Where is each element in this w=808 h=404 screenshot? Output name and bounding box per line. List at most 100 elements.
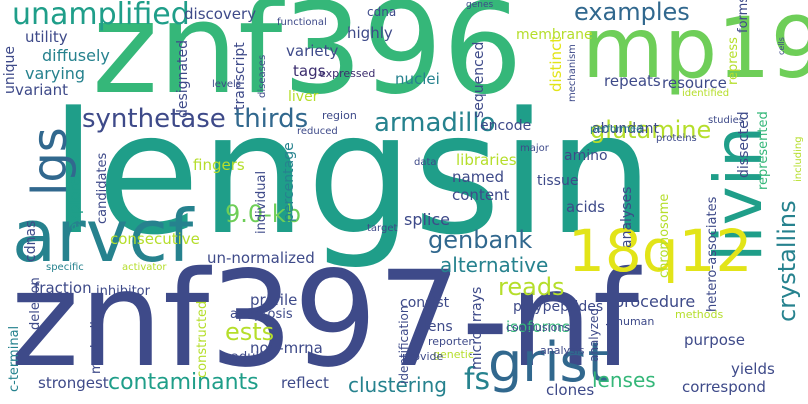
word-major: major: [520, 143, 549, 154]
word-ests: ests: [225, 318, 275, 346]
word-analyzed: analyzed: [587, 307, 601, 362]
word-individual: individual: [254, 170, 269, 234]
word-percentage: percentage: [281, 142, 297, 222]
word-correspond: correspond: [682, 378, 766, 396]
word-synthetase: synthetase: [82, 104, 226, 134]
word-18q12: 18q12: [568, 217, 753, 285]
word-grist: grist: [488, 331, 609, 394]
word-fraction: fraction: [34, 279, 92, 297]
word-contaminants: contaminants: [108, 370, 259, 395]
word-named: named: [452, 168, 505, 186]
word-identified: identified: [682, 88, 730, 99]
word-clustering: clustering: [348, 373, 447, 397]
word-sequenced: sequenced: [471, 41, 487, 118]
word-explore: explore: [66, 176, 84, 232]
word-znf396: znf396: [92, 0, 523, 122]
word-distinct: distinct: [547, 36, 565, 92]
word-region: region: [322, 109, 357, 122]
word-candidates: candidates: [95, 152, 110, 224]
word-repress: repress: [726, 37, 741, 85]
word-fs: fs: [464, 362, 491, 397]
word-reduced: reduced: [297, 126, 338, 137]
word-deletion: deletion: [28, 277, 43, 330]
word-performed: performed: [590, 124, 643, 135]
word-nuclei: nuclei: [395, 70, 440, 88]
word-specific: specific: [46, 262, 84, 273]
word-encode: encode: [480, 118, 532, 134]
word-diffusely: diffusely: [42, 46, 110, 65]
word-resource: resource: [662, 74, 727, 92]
word-proteins: proteins: [656, 133, 697, 144]
word-analyses: analyses: [619, 186, 635, 248]
word-methods: methods: [675, 308, 724, 321]
word-lengsin: lengsin: [50, 76, 654, 272]
word-content: content: [452, 186, 510, 204]
word-znf397-nf: znf397-nf: [10, 243, 640, 397]
word-splice: splice: [404, 210, 451, 229]
word-reveal: reveal: [605, 322, 621, 366]
word-reads: reads: [498, 273, 565, 301]
word-un-normalized: un-normalized: [207, 249, 315, 267]
word-strongest: strongest: [38, 374, 109, 392]
word-variant: variant: [15, 81, 68, 99]
word-crystallins: crystallins: [773, 200, 801, 322]
word-repeats: repeats: [604, 72, 661, 90]
word-armadillo: armadillo: [374, 108, 496, 138]
word-tags: tags: [293, 62, 326, 80]
word-reporter: reporter: [428, 335, 473, 348]
word-isoforms: isoforms: [506, 318, 570, 336]
word-functional: functional: [277, 17, 327, 28]
word-genetic: genetic: [433, 348, 474, 361]
word-forms: forms: [736, 0, 751, 33]
word-analysis: analysis: [540, 344, 585, 357]
word-membrane: membrane: [516, 27, 593, 43]
word-thirds: thirds: [234, 104, 309, 134]
word-apoptosis: apoptosis: [230, 307, 293, 322]
word-represented: represented: [756, 111, 771, 190]
word-consist: consist: [400, 295, 450, 311]
word-cells: cells: [777, 37, 786, 55]
word-liver: liver: [288, 89, 319, 105]
word-procedure: procedure: [614, 292, 696, 311]
word-yields: yields: [731, 360, 775, 378]
word-designated: designated: [175, 39, 191, 118]
word-tissue: tissue: [537, 173, 579, 189]
word-activator: activator: [122, 262, 167, 273]
word-target: target: [367, 223, 398, 234]
word-human: human: [616, 315, 655, 328]
word-identification: identification: [397, 305, 411, 384]
word-mp19: mp19: [582, 0, 808, 97]
word-reflect: reflect: [281, 374, 329, 392]
word-adult: adult: [231, 350, 265, 365]
word-fingers: fingers: [193, 156, 245, 174]
word-transcript: transcript: [232, 42, 248, 110]
word-highly: highly: [347, 24, 393, 42]
word-markedly: markedly: [89, 313, 104, 374]
word-studies: studies: [708, 115, 744, 126]
word-lens: lens: [424, 319, 453, 335]
word-expressed: expressed: [319, 67, 376, 80]
word-glutamine: glutamine: [590, 116, 712, 144]
word-libraries: libraries: [456, 151, 517, 169]
word-hetero-associates: hetero-associates: [705, 196, 720, 312]
word-genbank: genbank: [428, 226, 533, 254]
word-chromosome: chromosome: [657, 193, 672, 278]
word-data: data: [414, 157, 437, 168]
word-lenses: lenses: [592, 368, 656, 392]
word-alternative: alternative: [440, 253, 549, 277]
word-varying: varying: [25, 64, 86, 83]
word-consecutive: consecutive: [110, 230, 200, 248]
word-amino: amino: [564, 148, 608, 164]
word-mechanism: mechanism: [567, 44, 578, 102]
word-unamplified: unamplified: [12, 0, 190, 32]
word-cdnas: cdnas: [23, 220, 39, 262]
word-purpose: purpose: [684, 331, 745, 349]
word-profile: profile: [250, 291, 298, 309]
word-levels: levels: [212, 79, 241, 90]
word-acids: acids: [566, 198, 605, 216]
word-abundant: abundant: [592, 121, 660, 137]
word-diseases: diseases: [257, 54, 268, 98]
word-variety: variety: [286, 42, 339, 60]
word-cdna: cdna: [367, 5, 397, 19]
word-arvcf: arvcf: [12, 194, 194, 278]
